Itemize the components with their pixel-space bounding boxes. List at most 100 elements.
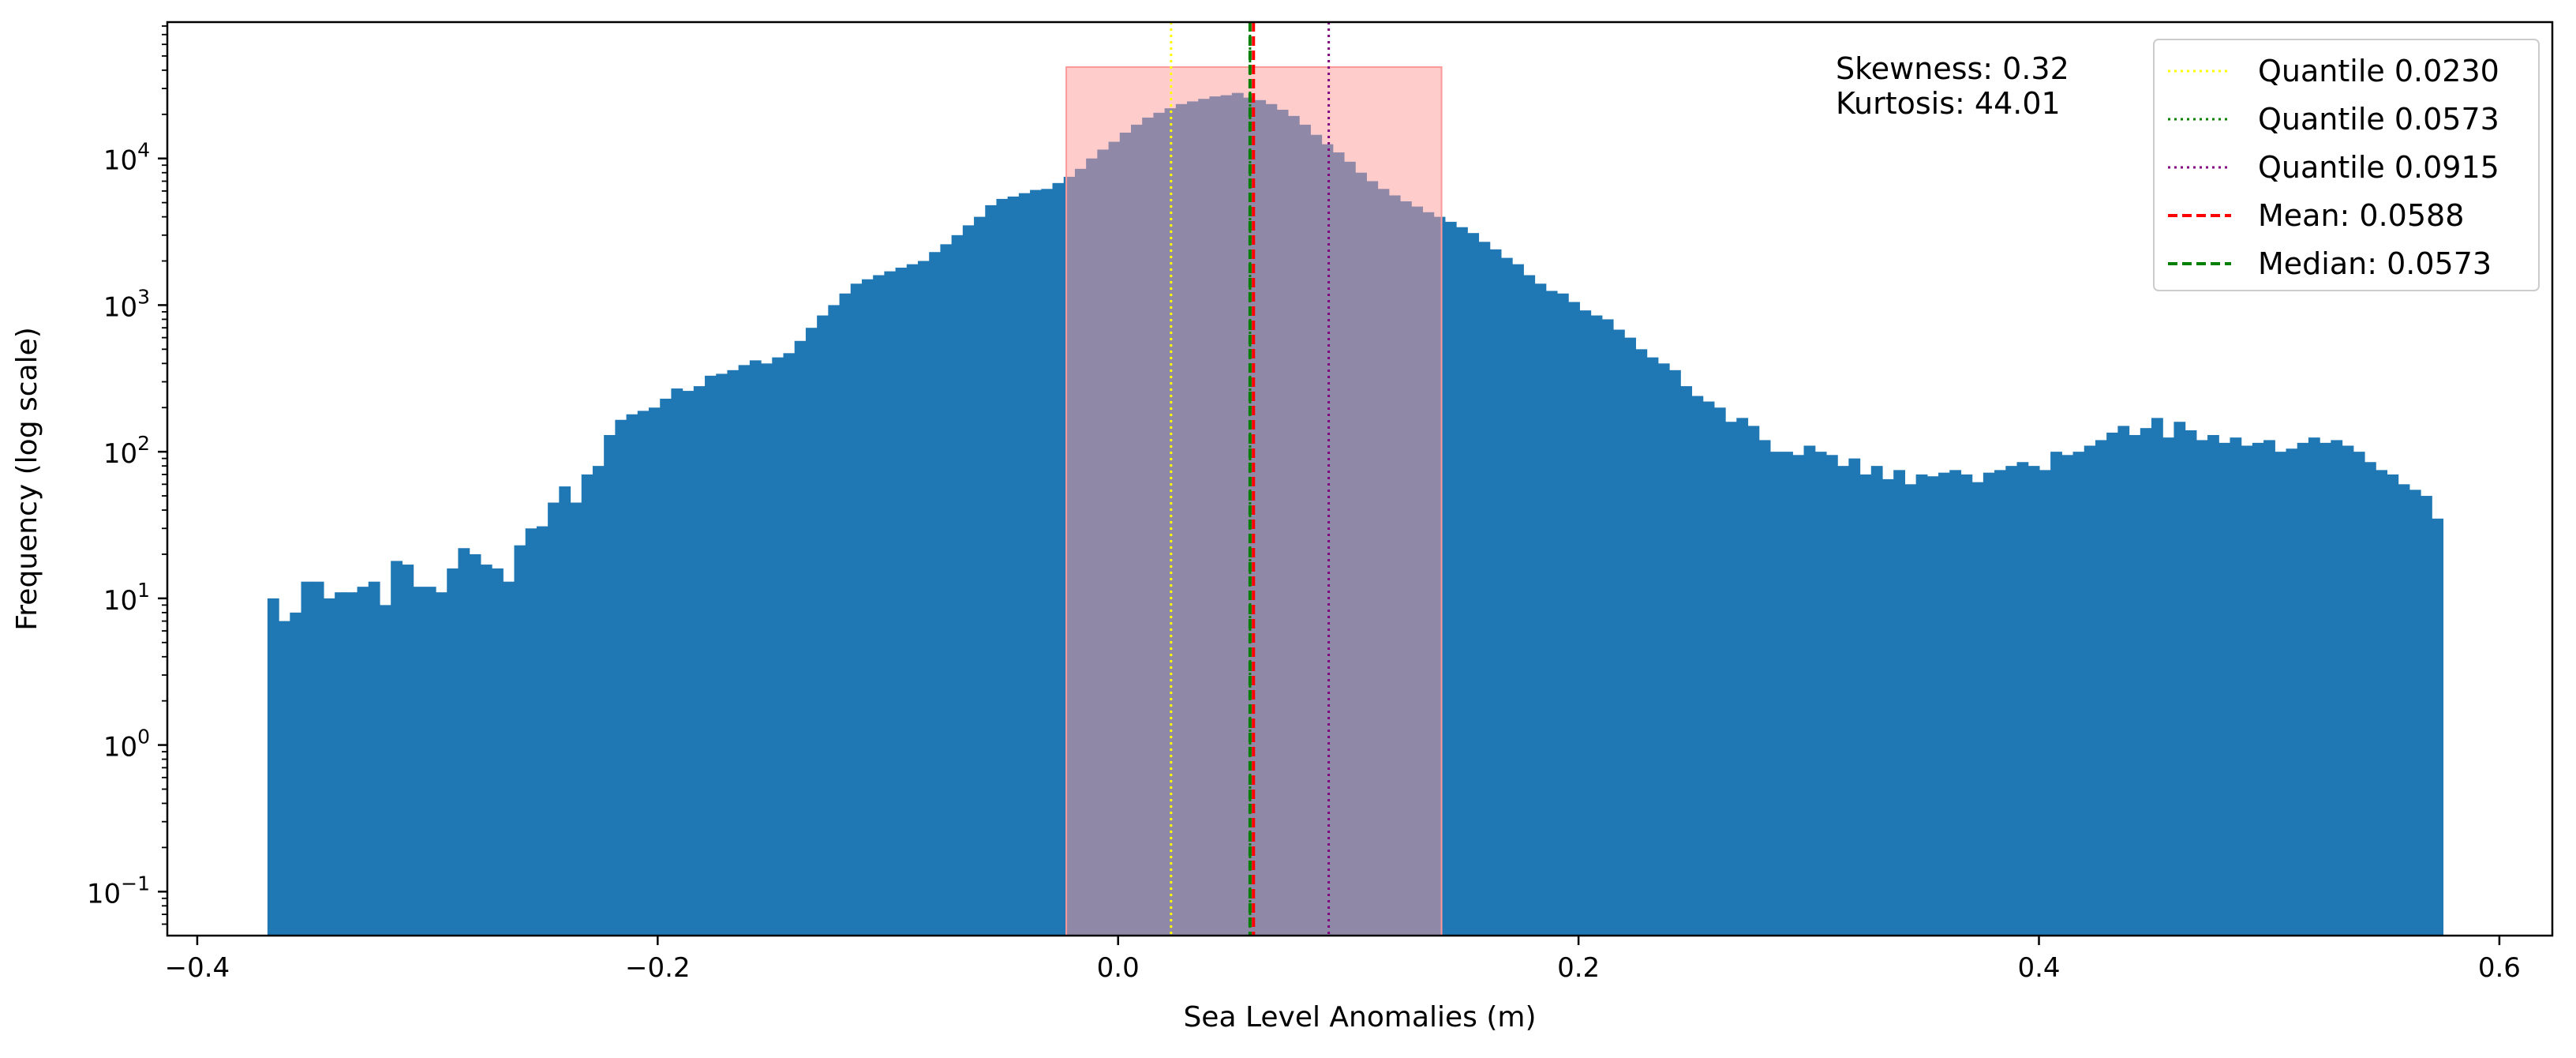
histogram-bar [492, 568, 504, 936]
histogram-bar [2421, 496, 2432, 936]
histogram-bar [929, 252, 942, 936]
histogram-bar [1870, 466, 1883, 936]
histogram-bar [2050, 452, 2062, 936]
histogram-bar [974, 216, 986, 936]
histogram-bar [705, 375, 717, 936]
histogram-bar [1938, 472, 1950, 936]
histogram-bar [671, 388, 683, 936]
histogram-bar [828, 305, 841, 936]
legend-items: Quantile 0.0230 Quantile 0.0573 Quantile 0… [2168, 54, 2499, 281]
histogram-bar [480, 565, 492, 936]
histogram-bar [1949, 470, 1962, 936]
histogram-bar [2320, 442, 2331, 936]
histogram-bar [2005, 466, 2018, 936]
plot-frame [166, 21, 2554, 937]
histogram-bar [2241, 445, 2253, 936]
histogram-bar [2084, 445, 2096, 936]
histogram-bar [581, 474, 593, 936]
histogram-bar [761, 363, 773, 936]
histogram-bar [323, 598, 335, 936]
histogram-bar [1713, 407, 1726, 936]
histogram-bar [379, 605, 391, 936]
histogram-bar [469, 553, 481, 936]
histogram-bar [458, 548, 470, 936]
histogram-bar [2398, 484, 2410, 936]
histogram-bar [267, 598, 279, 936]
histogram-bar [2364, 462, 2376, 936]
x-tick-label: 0.0 [1097, 952, 1140, 984]
histogram-bar [940, 244, 953, 936]
histogram-bar [1747, 426, 1760, 936]
kurtosis-annotation: Kurtosis: 44.01 [1836, 86, 2061, 121]
histogram-bar [1781, 452, 1793, 936]
histogram-bar [660, 398, 672, 936]
histogram-bar [2140, 428, 2152, 936]
histogram-bar [1994, 470, 2006, 936]
legend-label: Median: 0.0573 [2258, 246, 2492, 281]
histogram-bar [2387, 474, 2399, 936]
reference-lines [1170, 22, 1331, 936]
histogram-bar [1669, 370, 1681, 936]
plot-area [267, 22, 2444, 936]
histogram-bar [2286, 448, 2298, 936]
y-axis-label: Frequency (log scale) [11, 327, 43, 631]
histogram-bar [2185, 430, 2197, 936]
histogram-bar [1736, 418, 1749, 936]
histogram-bar [1825, 455, 1838, 936]
histogram-bar [1769, 452, 1782, 936]
histogram-bar [1904, 484, 1917, 936]
histogram-bar [1635, 349, 1648, 936]
legend-box [2153, 39, 2540, 291]
histogram-bar [1960, 474, 1973, 936]
histogram-bar [1534, 283, 1547, 936]
histogram-bar [794, 340, 807, 936]
histogram-bar [346, 592, 358, 936]
histogram-bar [1837, 466, 1849, 936]
histogram-bar [1792, 455, 1805, 936]
histogram-bar [525, 528, 537, 936]
histogram-bar [1512, 264, 1524, 936]
histogram-bar [604, 434, 616, 936]
histogram-bar [2409, 490, 2421, 936]
histogram-bar [290, 612, 302, 936]
x-tick-label: 0.6 [2478, 952, 2521, 984]
histogram-bar [1758, 440, 1771, 936]
legend-label: Quantile 0.0915 [2258, 150, 2499, 185]
histogram-bar [2106, 432, 2118, 936]
histogram-bar [1523, 275, 1536, 936]
histogram-bar [1926, 476, 1939, 936]
histogram-bar [951, 234, 964, 936]
histogram-bar [2432, 518, 2444, 936]
histogram-bar [592, 466, 605, 936]
histogram-bar [357, 587, 369, 936]
histogram-bar [2263, 440, 2275, 936]
x-tick-label: −0.2 [625, 952, 691, 984]
histogram-bar [1007, 196, 1020, 936]
histogram-bar [1612, 329, 1625, 936]
histogram-bar [839, 293, 852, 936]
histogram-bar [447, 568, 459, 936]
histogram-bar [1556, 293, 1569, 936]
histogram-bar [884, 271, 897, 936]
histogram-bar [301, 581, 313, 936]
histogram-bar [570, 502, 582, 936]
histogram-bar [738, 365, 751, 936]
legend: Quantile 0.0230 Quantile 0.0573 Quantile 0… [2153, 39, 2540, 291]
histogram-bar [2061, 455, 2074, 936]
histogram-bar [1579, 310, 1592, 936]
histogram-bar [2196, 440, 2208, 936]
histogram-bar [906, 264, 919, 936]
x-axis-ticks: −0.4 −0.2 0.0 0.2 0.4 0.6 [165, 936, 2521, 984]
histogram-bar [1018, 193, 1031, 936]
histogram-bar [2353, 452, 2365, 936]
histogram-bar [918, 261, 930, 936]
histogram-bar [559, 486, 571, 936]
histogram-bar [436, 592, 447, 936]
histogram-bar [817, 315, 829, 936]
histogram-bar [402, 565, 414, 936]
histogram-bar [615, 419, 627, 936]
histogram-bar [996, 198, 1009, 936]
histogram-bar [368, 581, 380, 936]
histogram-bar [424, 587, 436, 936]
